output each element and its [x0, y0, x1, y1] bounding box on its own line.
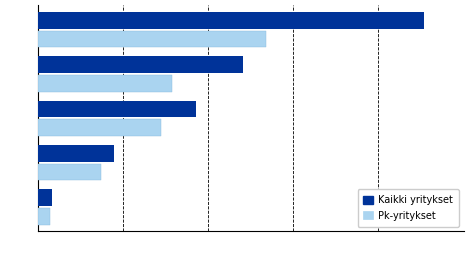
Bar: [38, 145, 114, 162]
Bar: [38, 56, 243, 73]
Bar: [38, 75, 172, 92]
Bar: [38, 31, 266, 47]
Bar: [38, 208, 51, 225]
Bar: [38, 189, 52, 206]
Bar: [38, 12, 424, 29]
Legend: Kaikki yritykset, Pk-yritykset: Kaikki yritykset, Pk-yritykset: [358, 189, 459, 227]
Bar: [38, 101, 195, 118]
Bar: [38, 164, 101, 180]
Bar: [38, 119, 161, 136]
